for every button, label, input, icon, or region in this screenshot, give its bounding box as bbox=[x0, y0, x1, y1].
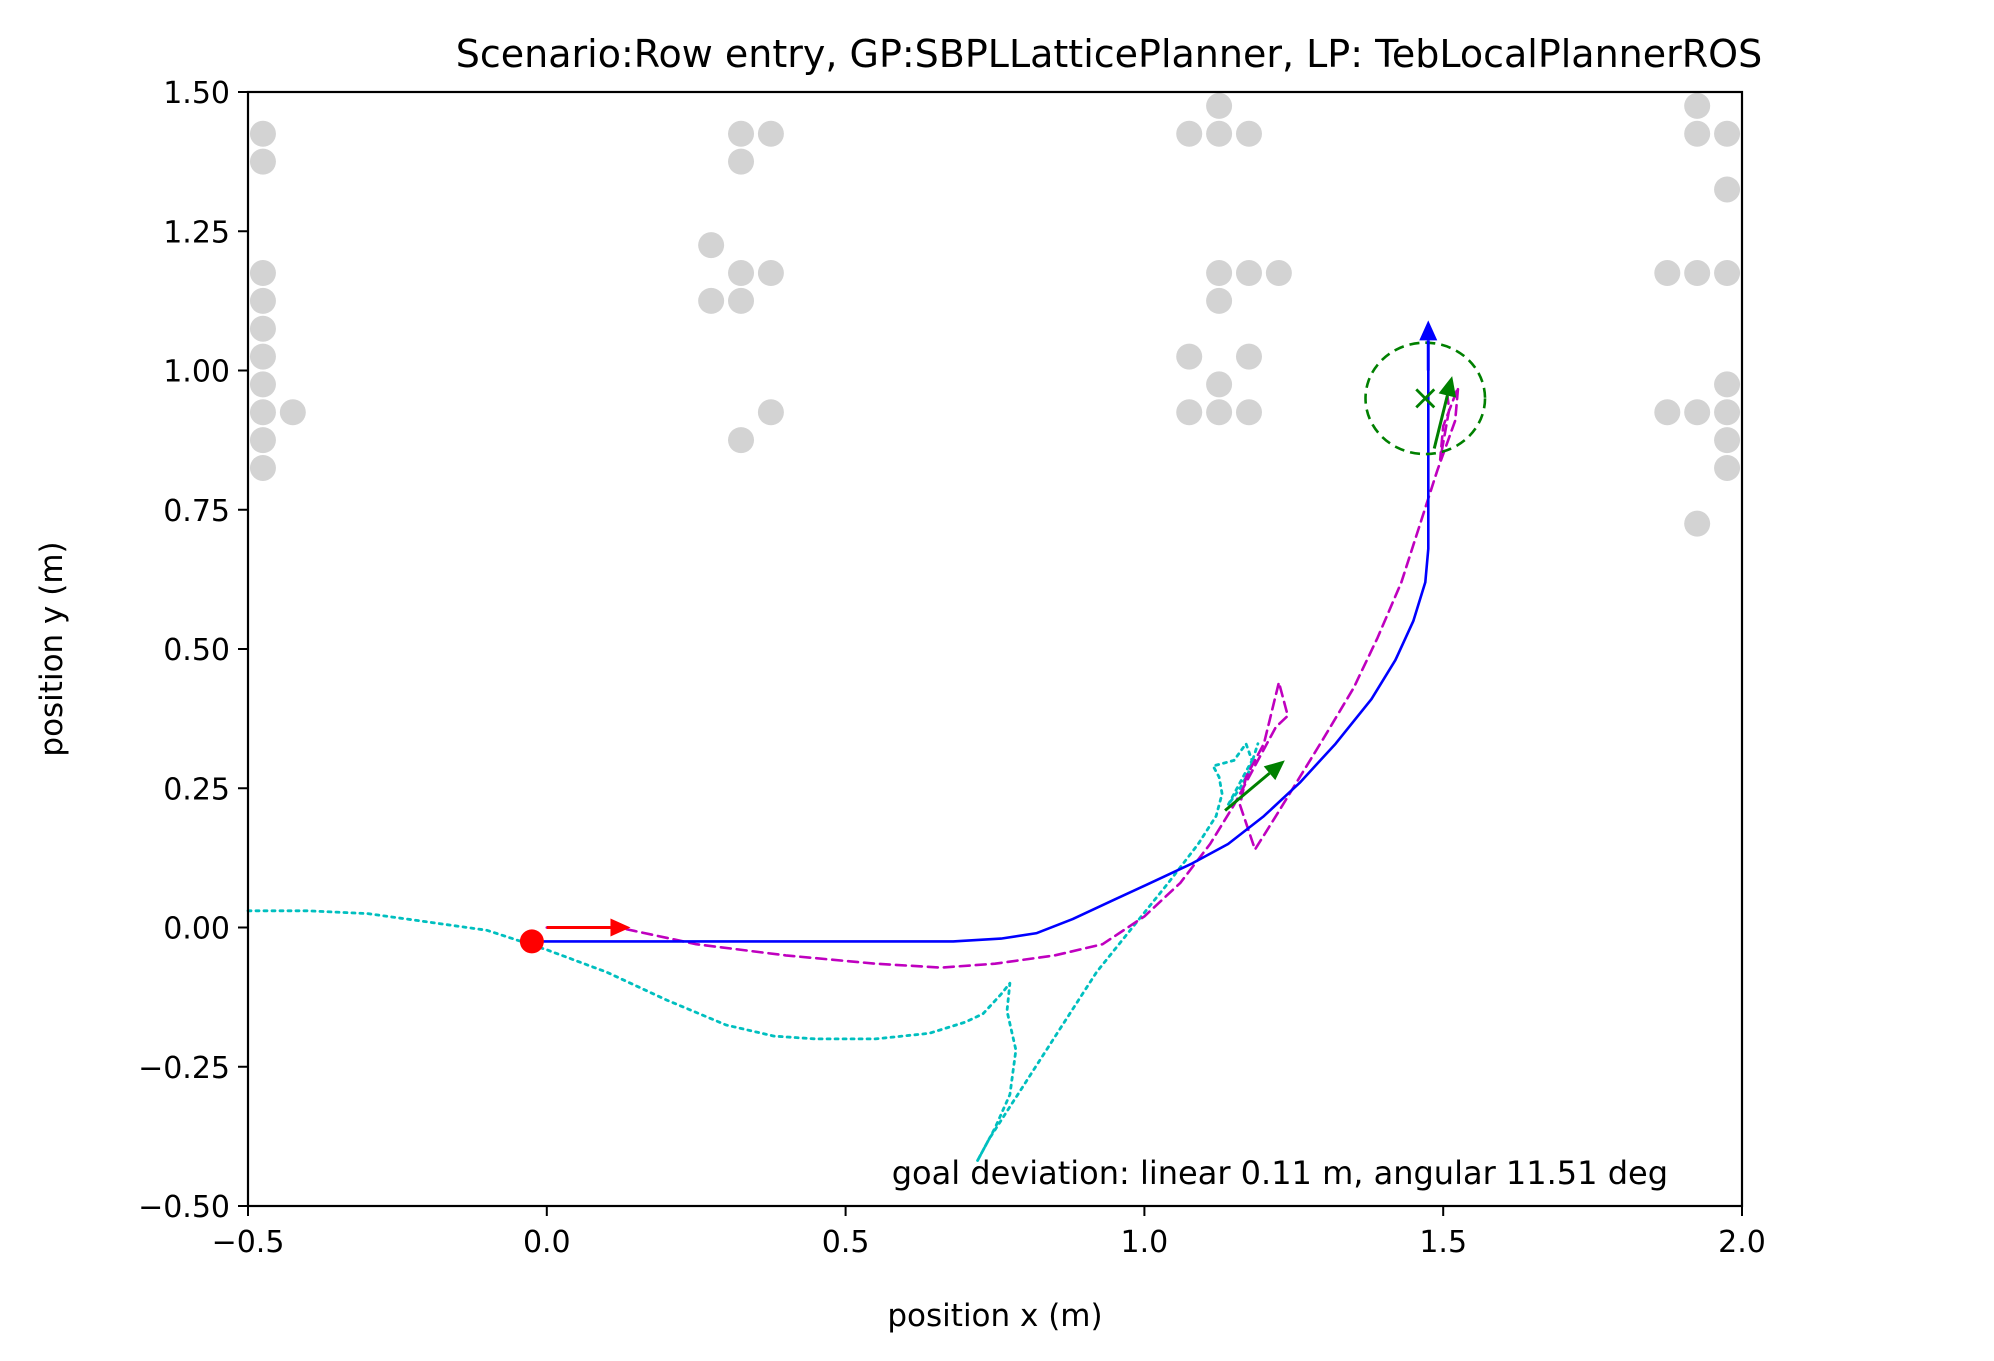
goal-deviation-annotation: goal deviation: linear 0.11 m, angular 1… bbox=[892, 1154, 1668, 1192]
y-tick-label: −0.50 bbox=[138, 1190, 230, 1225]
x-tick-label: 1.5 bbox=[1419, 1225, 1467, 1260]
obstacle-point bbox=[1684, 92, 1711, 119]
obstacle-point bbox=[1176, 399, 1203, 426]
obstacle-point bbox=[249, 120, 276, 147]
y-axis-label: position y (m) bbox=[34, 541, 70, 756]
obstacle-point bbox=[1714, 260, 1741, 287]
obstacle-point bbox=[728, 120, 755, 147]
obstacle-point bbox=[249, 260, 276, 287]
obstacle-point bbox=[249, 287, 276, 314]
goal-heading-arrow-shaft bbox=[1224, 772, 1271, 812]
obstacle-point bbox=[1684, 120, 1711, 147]
goal-tolerance-circle bbox=[1364, 341, 1487, 456]
obstacle-point bbox=[1206, 120, 1233, 147]
x-axis-ticks: −0.5 0.0 0.5 1.0 1.5 2.0 bbox=[212, 1206, 1766, 1260]
goal-heading-arrow-shaft bbox=[1432, 395, 1449, 449]
global-plan-arrow-head bbox=[1419, 320, 1438, 341]
obstacle-point bbox=[1684, 260, 1711, 287]
marker-layer bbox=[519, 320, 1487, 954]
obstacle-point bbox=[249, 454, 276, 481]
x-tick-label: 2.0 bbox=[1718, 1225, 1766, 1260]
obstacle-point bbox=[1265, 260, 1292, 287]
obstacle-point bbox=[1176, 120, 1203, 147]
obstacle-point bbox=[1684, 399, 1711, 426]
obstacle-point bbox=[1206, 399, 1233, 426]
obstacle-point bbox=[728, 260, 755, 287]
obstacle-point bbox=[1235, 260, 1262, 287]
obstacle-point bbox=[1714, 120, 1741, 147]
y-tick-label: 0.25 bbox=[163, 772, 230, 807]
obstacle-point bbox=[1714, 454, 1741, 481]
x-axis-label: position x (m) bbox=[887, 1298, 1102, 1334]
global-plan-path bbox=[530, 369, 1430, 943]
series-layer bbox=[246, 369, 1460, 1163]
plot-frame bbox=[246, 90, 1744, 1208]
obstacle-point bbox=[1176, 343, 1203, 370]
local-plan-path bbox=[545, 385, 1460, 969]
start-point bbox=[519, 929, 544, 954]
goal-cross-mark bbox=[1415, 388, 1436, 409]
obstacle-point bbox=[1235, 120, 1262, 147]
obstacle-point bbox=[249, 315, 276, 342]
obstacle-point bbox=[698, 232, 725, 259]
y-tick-label: 0.75 bbox=[163, 494, 230, 529]
goal-heading-arrow-head bbox=[1438, 376, 1457, 398]
x-tick-label: −0.5 bbox=[212, 1225, 285, 1260]
obstacle-point bbox=[728, 148, 755, 175]
x-tick-label: 1.0 bbox=[1121, 1225, 1169, 1260]
obstacle-layer bbox=[249, 92, 1741, 537]
start-heading-arrow-head bbox=[610, 918, 631, 937]
goal-heading-arrow-head bbox=[1263, 760, 1285, 781]
obstacle-point bbox=[1714, 176, 1741, 203]
obstacle-point bbox=[1654, 399, 1681, 426]
obstacle-point bbox=[1206, 371, 1233, 398]
y-tick-label: 0.50 bbox=[163, 633, 230, 668]
obstacle-point bbox=[698, 287, 725, 314]
y-tick-label: 0.00 bbox=[163, 912, 230, 947]
obstacle-point bbox=[1654, 260, 1681, 287]
obstacle-point bbox=[249, 343, 276, 370]
odometry-path bbox=[246, 742, 1260, 1163]
obstacle-point bbox=[1714, 427, 1741, 454]
y-tick-label: 1.25 bbox=[163, 215, 230, 250]
obstacle-point bbox=[279, 399, 306, 426]
obstacle-point bbox=[249, 399, 276, 426]
obstacle-point bbox=[1714, 399, 1741, 426]
chart-title: Scenario:Row entry, GP:SBPLLatticePlanne… bbox=[456, 32, 1762, 76]
y-tick-label: 1.00 bbox=[163, 355, 230, 390]
obstacle-point bbox=[249, 427, 276, 454]
obstacle-point bbox=[728, 287, 755, 314]
obstacle-point bbox=[1714, 371, 1741, 398]
x-tick-label: 0.0 bbox=[523, 1225, 571, 1260]
obstacle-point bbox=[728, 427, 755, 454]
obstacle-point bbox=[1235, 399, 1262, 426]
y-axis-ticks: −0.50 −0.25 0.00 0.25 0.50 0.75 1.00 1.25 1.50 bbox=[138, 76, 248, 1225]
obstacle-point bbox=[1206, 287, 1233, 314]
y-tick-label: 1.50 bbox=[163, 76, 230, 111]
obstacle-point bbox=[249, 371, 276, 398]
obstacle-point bbox=[757, 260, 784, 287]
obstacle-point bbox=[1235, 343, 1262, 370]
x-tick-label: 0.5 bbox=[822, 1225, 870, 1260]
plot-area bbox=[246, 92, 1741, 1163]
obstacle-point bbox=[757, 399, 784, 426]
obstacle-point bbox=[1206, 260, 1233, 287]
obstacle-point bbox=[757, 120, 784, 147]
y-tick-label: −0.25 bbox=[138, 1051, 230, 1086]
obstacle-point bbox=[1684, 510, 1711, 537]
obstacle-point bbox=[249, 148, 276, 175]
obstacle-point bbox=[1206, 92, 1233, 119]
